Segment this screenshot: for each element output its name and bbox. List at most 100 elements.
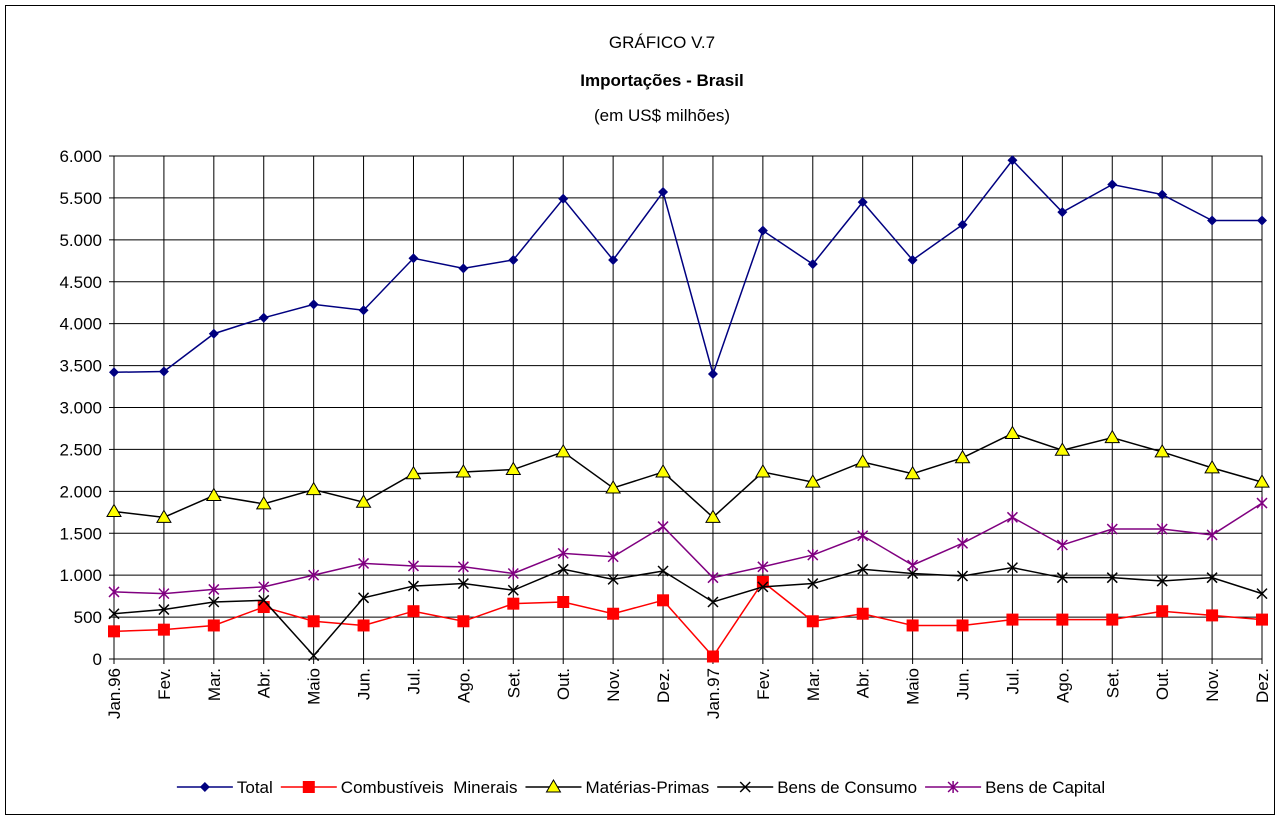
marker (558, 193, 569, 204)
x-tick-label: Fev. (754, 668, 773, 700)
x-tick-label: Abr. (255, 668, 274, 698)
x-tick-label: Dez. (654, 668, 673, 703)
marker (657, 594, 670, 607)
marker (108, 585, 120, 598)
x-tick-label: Fev. (155, 668, 174, 700)
marker (1006, 613, 1019, 626)
marker (302, 781, 315, 793)
marker (907, 254, 918, 265)
marker (657, 565, 669, 577)
marker (258, 580, 270, 593)
marker (258, 594, 270, 606)
marker (355, 494, 372, 508)
y-tick-label: 3.500 (59, 357, 102, 376)
marker (854, 453, 871, 468)
marker (557, 563, 569, 575)
marker (807, 578, 819, 590)
marker (1006, 562, 1018, 574)
marker (904, 465, 921, 480)
marker (308, 569, 320, 582)
marker (1056, 613, 1069, 626)
x-tick-label: Nov. (1203, 668, 1222, 702)
marker (156, 509, 172, 523)
marker (757, 581, 769, 593)
marker (657, 520, 669, 533)
x-tick-label: Mar. (804, 668, 823, 701)
y-tick-label: 5.500 (59, 189, 102, 208)
marker (857, 529, 869, 542)
marker (757, 560, 769, 573)
marker (1107, 179, 1118, 190)
marker (1157, 189, 1168, 200)
marker (158, 366, 169, 377)
marker (1106, 572, 1118, 584)
marker (1156, 575, 1168, 587)
plot-area (113, 155, 1263, 660)
marker (1206, 528, 1218, 541)
marker (1056, 572, 1068, 584)
marker (457, 615, 470, 628)
x-tick-label: Jul. (404, 668, 423, 694)
marker (707, 368, 718, 379)
marker (109, 367, 119, 378)
marker (1206, 609, 1219, 622)
marker (1007, 155, 1018, 166)
marker (957, 219, 968, 230)
marker (507, 597, 520, 610)
y-tick-label: 1.000 (59, 566, 102, 585)
marker (954, 449, 971, 464)
x-tick-label: Set. (504, 668, 523, 698)
marker (605, 479, 622, 494)
marker (1156, 523, 1168, 536)
marker (857, 563, 869, 575)
marker (358, 305, 369, 316)
marker (906, 619, 919, 632)
x-tick-label: Abr. (854, 668, 873, 698)
x-tick-label: Dez. (1253, 668, 1272, 703)
marker (804, 474, 821, 488)
y-tick-label: 2.000 (59, 482, 102, 501)
marker (907, 567, 919, 580)
legend-label: Combustíveis Minerais (341, 778, 518, 797)
marker (1204, 459, 1220, 474)
series-line (113, 502, 1263, 595)
y-tick-label: 4.500 (59, 273, 102, 292)
x-tick-label: Ago. (1053, 668, 1072, 703)
y-tick-label: 6.000 (59, 147, 102, 166)
x-tick-label: Jun. (954, 668, 973, 700)
legend-label: Bens de Consumo (777, 778, 917, 797)
y-tick-label: 500 (74, 608, 102, 627)
marker (205, 487, 222, 502)
marker (158, 604, 170, 616)
marker (1056, 538, 1068, 551)
marker (607, 607, 620, 620)
y-tick-label: 1.500 (59, 524, 102, 543)
marker (308, 299, 319, 310)
marker (108, 608, 120, 620)
marker (555, 443, 572, 458)
marker (907, 559, 919, 572)
chart-frame (5, 5, 1275, 815)
x-tick-label: Jan.97 (704, 668, 723, 719)
marker (357, 619, 370, 632)
marker (655, 464, 671, 478)
x-tick-label: Set. (1103, 668, 1122, 698)
marker (1156, 605, 1169, 618)
marker (707, 596, 719, 608)
marker (508, 254, 519, 265)
legend: Total Combustíveis Minerais Matérias-Prima… (176, 778, 1105, 797)
marker (857, 197, 868, 208)
marker (507, 567, 519, 580)
legend-label: Total (237, 778, 273, 797)
marker (807, 259, 818, 270)
marker (956, 619, 969, 632)
legend-label: Bens de Capital (985, 778, 1105, 797)
marker (257, 601, 270, 614)
marker (158, 587, 170, 600)
chart-title: Importações - Brasil (580, 71, 743, 90)
marker (455, 464, 472, 478)
x-tick-label: Mar. (205, 668, 224, 701)
marker (739, 781, 751, 793)
marker (407, 605, 420, 618)
x-tick-label: Ago. (454, 668, 473, 703)
